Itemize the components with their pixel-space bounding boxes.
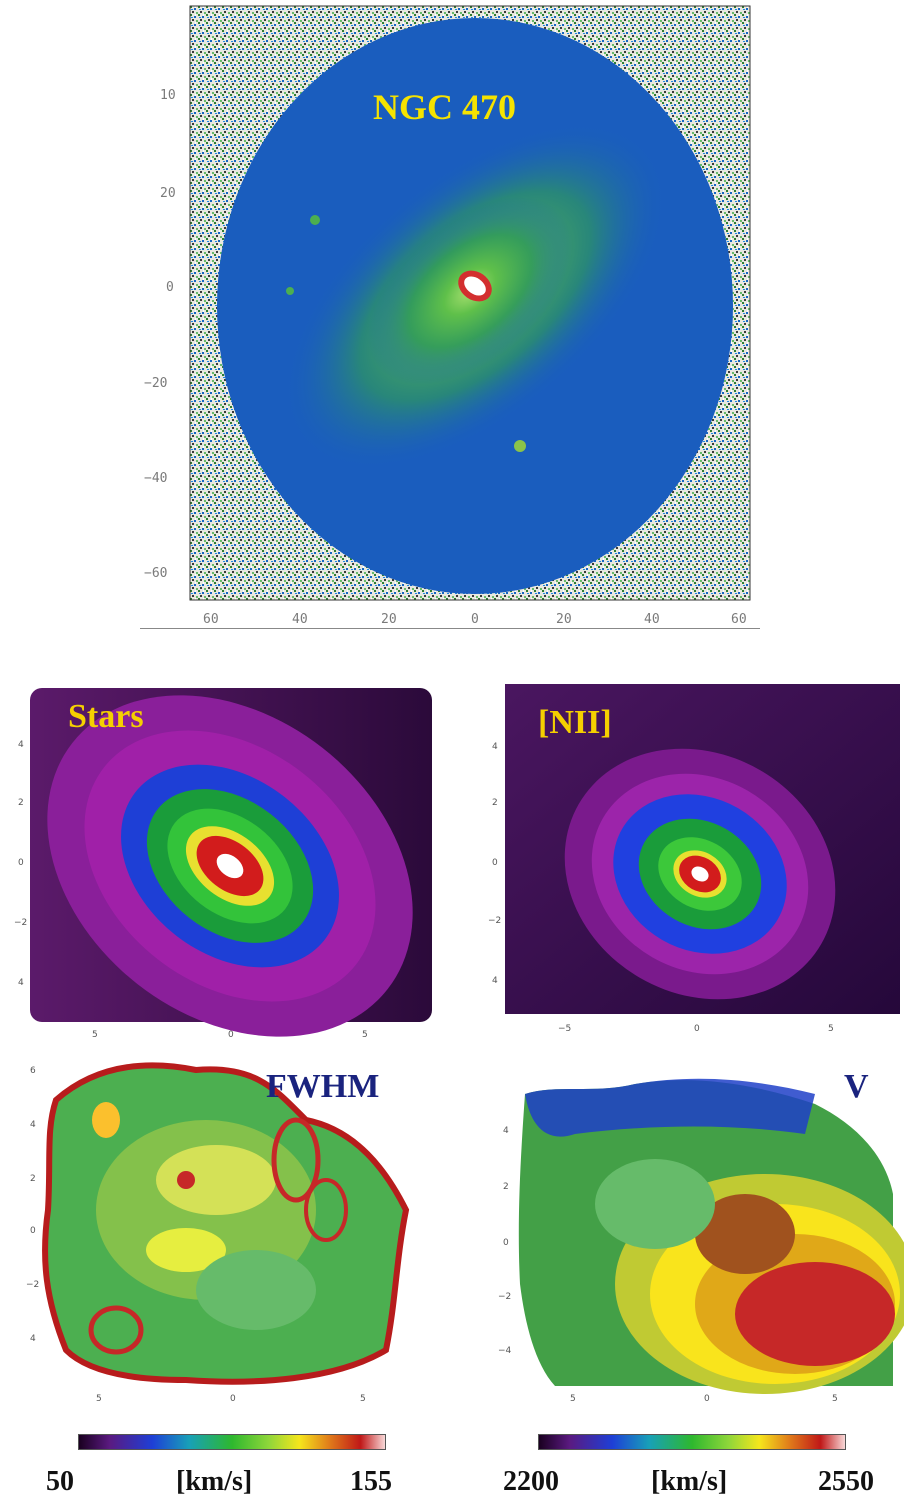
y-tick: 4 (503, 1126, 509, 1136)
y-tick: 20 (160, 186, 176, 201)
x-tick: 5 (832, 1394, 838, 1404)
y-tick: −4 (498, 1346, 512, 1356)
colorbar-right (538, 1434, 846, 1450)
nii-panel-image (505, 684, 900, 1014)
fwhm-panel-image (42, 1062, 410, 1385)
x-tick: 20 (556, 612, 572, 627)
y-tick: 4 (18, 978, 24, 988)
top-axis-line (140, 628, 760, 629)
nii-panel-title: [NII] (538, 704, 612, 741)
y-tick: 2 (30, 1174, 36, 1184)
colorbar-right-max: 2550 (818, 1466, 874, 1497)
y-tick: 2 (492, 798, 498, 808)
x-tick: 5 (362, 1030, 368, 1040)
colorbar-left-unit: [km/s] (176, 1466, 253, 1497)
y-tick: −2 (26, 1280, 40, 1290)
x-tick: 5 (360, 1394, 366, 1404)
x-tick: 60 (203, 612, 219, 627)
x-tick: 40 (644, 612, 660, 627)
y-tick: 10 (160, 88, 176, 103)
x-tick: 5 (92, 1030, 98, 1040)
x-tick: 0 (228, 1030, 234, 1040)
fwhm-panel-title: FWHM (266, 1068, 380, 1105)
x-tick: 5 (828, 1024, 834, 1034)
v-panel (515, 1064, 904, 1394)
x-tick: 5 (96, 1394, 102, 1404)
x-tick: 0 (230, 1394, 236, 1404)
y-tick: −2 (14, 918, 28, 928)
y-tick: −2 (498, 1292, 512, 1302)
y-tick: 4 (30, 1334, 36, 1344)
x-tick: 0 (704, 1394, 710, 1404)
y-tick: −40 (144, 471, 168, 486)
x-tick: 0 (694, 1024, 700, 1034)
nii-panel (505, 684, 900, 1014)
stars-panel-image (30, 688, 432, 1037)
y-tick: 0 (18, 858, 24, 868)
fwhm-panel (36, 1060, 420, 1390)
top-panel-title: NGC 470 (373, 87, 516, 127)
colorbar-left-min: 50 (46, 1466, 74, 1497)
y-tick: −2 (488, 916, 502, 926)
y-tick: 6 (30, 1066, 36, 1076)
y-tick: 0 (30, 1226, 36, 1236)
x-tick: −5 (558, 1024, 572, 1034)
x-tick: 40 (292, 612, 308, 627)
colorbar-left (78, 1434, 386, 1450)
top-panel (189, 5, 751, 601)
top-panel-image (189, 5, 751, 601)
x-tick: 5 (570, 1394, 576, 1404)
colorbar-left-max: 155 (350, 1466, 392, 1497)
y-tick: 4 (492, 976, 498, 986)
y-tick: 0 (492, 858, 498, 868)
x-tick: 60 (731, 612, 747, 627)
y-tick: −60 (144, 566, 168, 581)
stars-panel (30, 688, 432, 1037)
stars-panel-title: Stars (68, 698, 144, 735)
v-panel-image (518, 1078, 904, 1394)
v-panel-title: V (844, 1068, 869, 1105)
colorbar-right-min: 2200 (503, 1466, 559, 1497)
x-tick: 20 (381, 612, 397, 627)
x-tick: 0 (471, 612, 479, 627)
y-tick: 2 (18, 798, 24, 808)
colorbar-right-unit: [km/s] (651, 1466, 728, 1497)
y-tick: 0 (503, 1238, 509, 1248)
y-tick: 4 (18, 740, 24, 750)
y-tick: 4 (30, 1120, 36, 1130)
y-tick: 4 (492, 742, 498, 752)
y-tick: 0 (166, 280, 174, 295)
y-tick: 2 (503, 1182, 509, 1192)
y-tick: −20 (144, 376, 168, 391)
